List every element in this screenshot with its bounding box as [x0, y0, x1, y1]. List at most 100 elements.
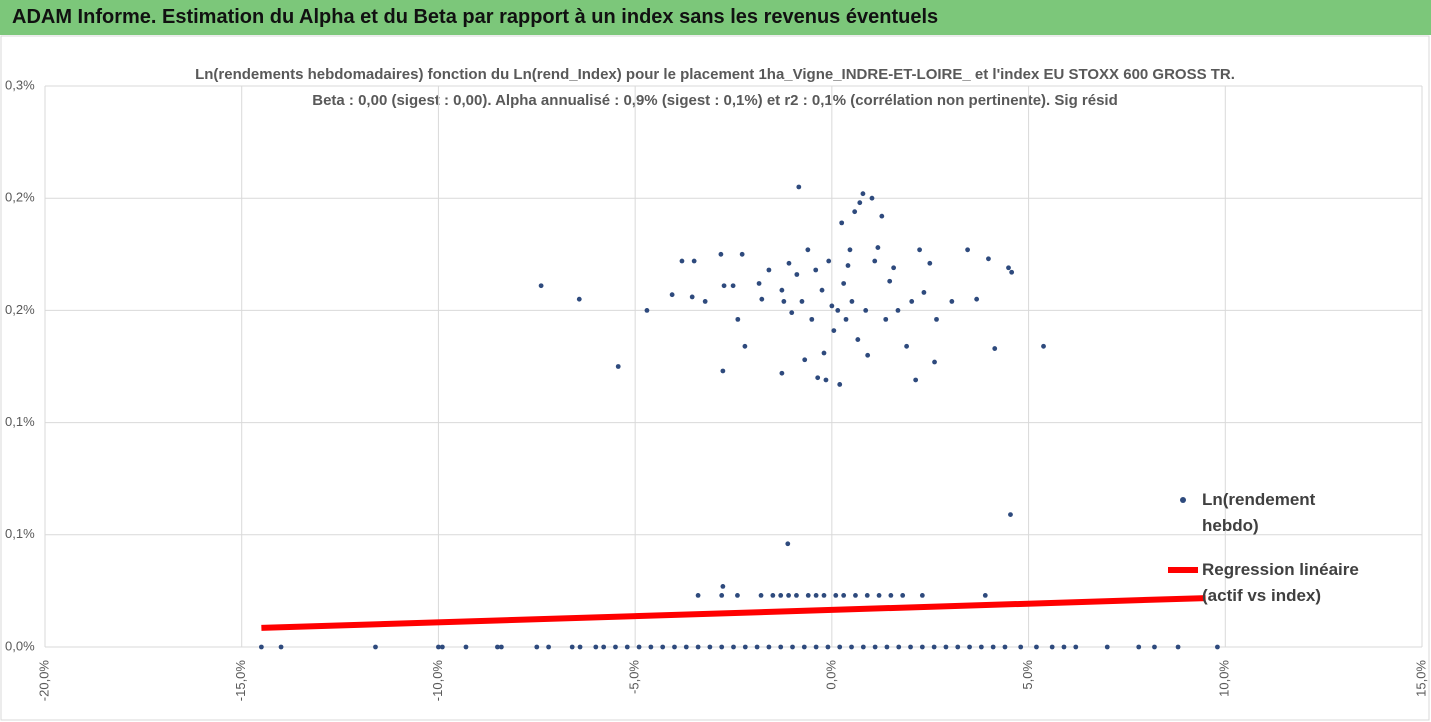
scatter-point [794, 272, 800, 277]
scatter-point [932, 359, 937, 365]
scatter-point [884, 644, 890, 650]
scatter-point [1041, 343, 1046, 349]
scatter-point [720, 368, 726, 374]
chart-frame [0, 35, 1430, 721]
scatter-point [779, 370, 785, 376]
scatter-point [691, 258, 697, 264]
legend-label: Ln(rendement hebdo) [1202, 490, 1316, 535]
scatter-point [615, 364, 621, 369]
scatter-point [730, 283, 736, 289]
scatter-point [577, 644, 583, 650]
scatter-point [695, 592, 701, 598]
scatter-point [931, 644, 937, 650]
scatter-point [955, 644, 961, 650]
scatter-point [799, 299, 805, 304]
x-tick-label: 0,0% [823, 660, 838, 690]
scatter-point [837, 382, 843, 387]
scatter-point [943, 644, 949, 650]
scatter-point [1061, 644, 1067, 650]
scatter-point [721, 283, 727, 289]
scatter-point [669, 292, 675, 298]
scatter-point [636, 644, 642, 650]
chart-title: Ln(rendements hebdomadaires) fonction du… [195, 66, 1235, 83]
scatter-point [837, 644, 843, 650]
scatter-point [835, 308, 841, 313]
scatter-point [1104, 644, 1110, 650]
scatter-point [789, 310, 795, 316]
scatter-point [739, 251, 745, 257]
scatter-point [813, 267, 819, 273]
scatter-point [833, 592, 839, 598]
scatter-point [974, 296, 980, 302]
scatter-point [891, 265, 897, 271]
scatter-point [986, 256, 991, 262]
scatter-point [794, 592, 799, 598]
scatter-point [781, 299, 787, 304]
scatter-point [436, 644, 441, 650]
scatter-point [756, 281, 762, 286]
scatter-point [801, 644, 807, 650]
scatter-point [735, 592, 740, 598]
scatter-point [498, 644, 504, 650]
scatter-point [683, 644, 689, 650]
scatter-point [805, 592, 811, 598]
scatter-point [860, 191, 866, 197]
scatter-point [672, 644, 677, 650]
scatter-point [1136, 644, 1142, 650]
scatter-point [695, 644, 701, 650]
scatter-point [864, 592, 870, 598]
scatter-point [869, 195, 875, 201]
legend-label: Regression linéaire (actif vs index) [1202, 560, 1359, 605]
scatter-point [644, 308, 650, 313]
scatter-point [825, 644, 831, 650]
scatter-point [917, 247, 922, 253]
scatter-point [601, 644, 607, 650]
scatter-point [546, 644, 551, 650]
scatter-point [718, 251, 724, 257]
scatter-point [660, 644, 666, 650]
scatter-point [778, 644, 784, 650]
scatter-point [821, 592, 827, 598]
y-tick-label: 0,2% [5, 190, 35, 205]
scatter-point [839, 220, 845, 226]
scatter-point [815, 375, 821, 381]
scatter-point [439, 644, 445, 650]
scatter-point [648, 644, 654, 650]
scatter-point [852, 209, 858, 215]
scatter-point [742, 343, 748, 349]
scatter-point [831, 328, 837, 333]
scatter-point [679, 258, 685, 264]
scatter-point [1152, 644, 1157, 650]
scatter-point [876, 592, 882, 598]
scatter-point [813, 592, 819, 598]
scatter-point [819, 287, 825, 293]
scatter-point [766, 267, 772, 273]
scatter-point [872, 644, 878, 650]
scatter-point [919, 644, 925, 650]
scatter-point [826, 258, 832, 264]
scatter-point [766, 644, 772, 650]
x-tick-label: -10,0% [430, 660, 445, 702]
scatter-point [778, 592, 784, 598]
scatter-point [1002, 644, 1008, 650]
scatter-point [258, 644, 264, 650]
y-tick-label: 0,1% [5, 414, 35, 429]
x-tick-label: 15,0% [1413, 660, 1428, 697]
scatter-point [759, 296, 765, 302]
scatter-point [786, 260, 792, 266]
chart-subtitle: Beta : 0,00 (sigest : 0,00). Alpha annua… [312, 92, 1118, 109]
y-tick-label: 0,0% [5, 638, 35, 653]
scatter-point [463, 644, 469, 650]
scatter-point [821, 350, 827, 356]
x-tick-label: -5,0% [627, 660, 642, 694]
scatter-point [875, 245, 881, 250]
scatter-point [847, 247, 853, 253]
scatter-point [720, 584, 726, 589]
scatter-point [855, 337, 861, 342]
scatter-point [841, 592, 847, 598]
scatter-point [860, 644, 866, 650]
scatter-point [719, 592, 725, 598]
x-tick-label: -15,0% [233, 660, 248, 702]
